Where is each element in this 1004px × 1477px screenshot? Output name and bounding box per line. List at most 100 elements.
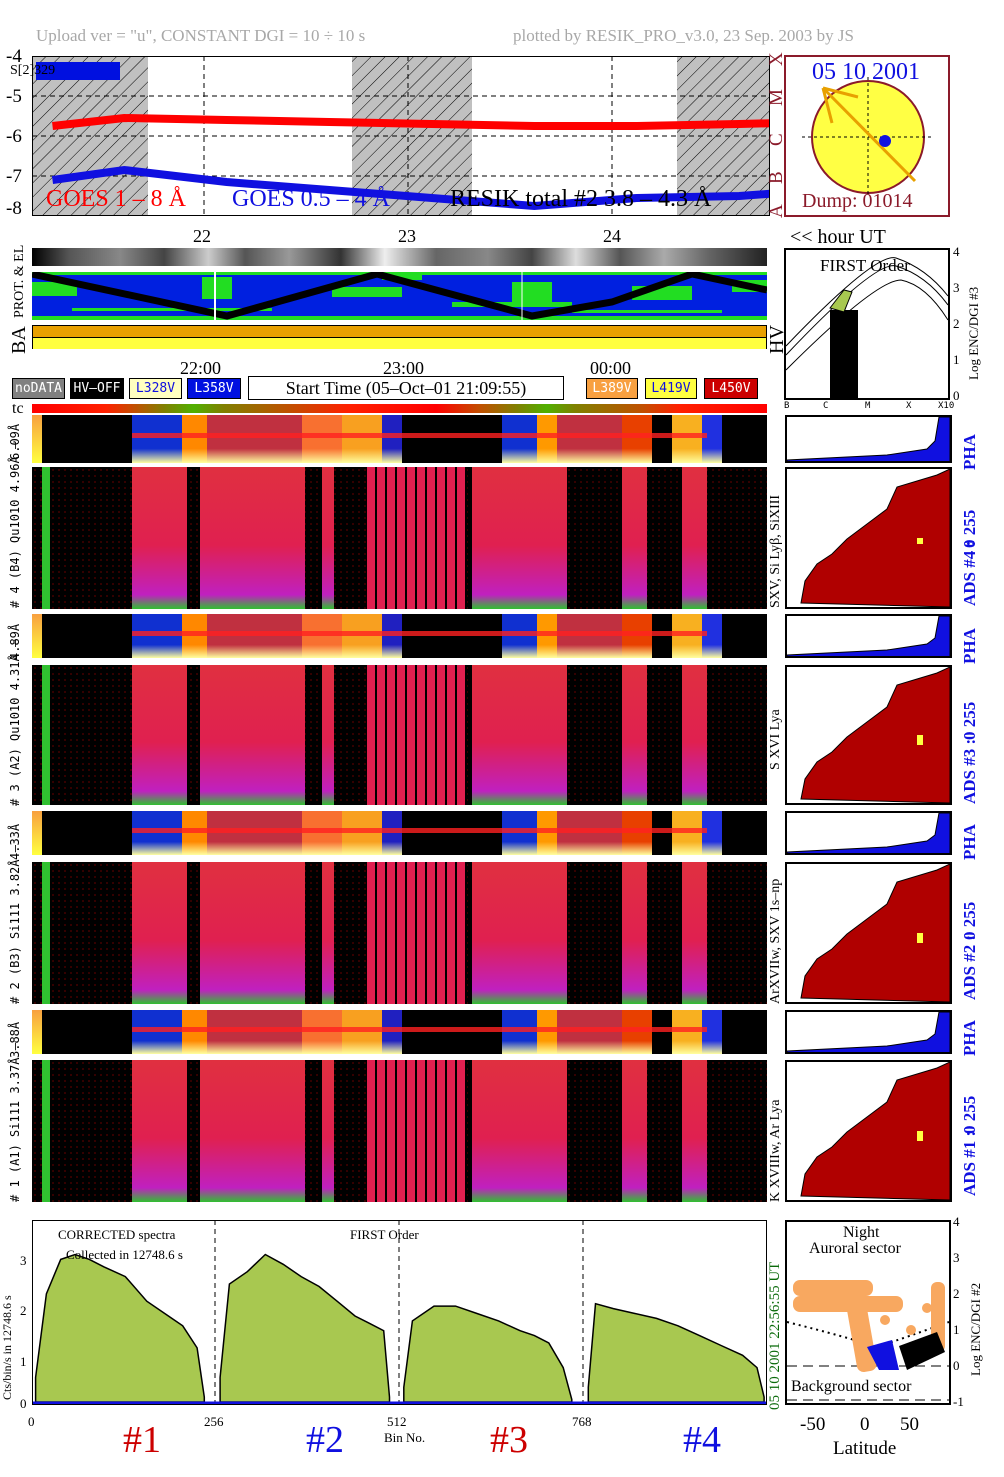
pha-title-1: PHA — [960, 1020, 979, 1056]
orbit-track — [32, 272, 767, 320]
dump-label: Dump: 01014 — [802, 190, 913, 212]
y-tick: -4 — [6, 46, 22, 67]
ba-strip — [32, 325, 767, 349]
series-line — [51, 165, 822, 211]
spec-label-3: # 3 (A2) Qu1010 4.31Å – — [8, 639, 22, 806]
pha-area — [787, 813, 950, 853]
world-map-strip — [32, 272, 767, 320]
spectro-band — [367, 862, 467, 1004]
pha-band — [537, 415, 557, 463]
pha-band — [207, 614, 302, 658]
y-tick: -5 — [6, 86, 22, 107]
pha-band — [182, 415, 210, 463]
ads-area — [800, 469, 950, 607]
spectrum-area — [403, 1305, 573, 1403]
resik-legend: RESIK total #2 3.8 – 4.3 Å — [450, 186, 712, 212]
first-order-panel: FIRST Order — [784, 248, 950, 400]
spec-ytick: 3 — [20, 1253, 27, 1268]
pha-band — [302, 1010, 342, 1054]
spectro-band — [682, 862, 707, 1004]
status-label: S[2]329 — [10, 63, 56, 78]
channel-spectrogram — [32, 1060, 767, 1202]
pha-band — [302, 415, 342, 463]
pha-band — [132, 415, 182, 463]
legend-l358v: L358V — [187, 378, 241, 399]
lat-ytick: 4 — [953, 1214, 960, 1229]
pha-band — [342, 415, 382, 463]
spectro-band — [472, 665, 567, 805]
pha-area — [787, 417, 950, 461]
spectrum-side-label: 05 10 2001 22:56:55 UT — [767, 1261, 783, 1410]
lat-top-annotation: Auroral sector — [809, 1240, 901, 1257]
spectro-band — [472, 467, 567, 609]
lat-ytick: 2 — [953, 1286, 960, 1301]
pha-title-2: PHA — [960, 824, 979, 860]
ads-histogram — [785, 862, 952, 1004]
ads-label-2: ADS #2 : — [960, 934, 979, 1000]
pha-band — [207, 811, 302, 855]
pha-band — [132, 1010, 182, 1054]
spectrum-annotation: FIRST Order — [350, 1227, 419, 1242]
line-label-2: ArXVIIw, SXV 1s–np — [768, 878, 783, 1004]
lat-bottom-annotation: Background sector — [791, 1378, 912, 1395]
pha-band — [622, 614, 652, 658]
pha-band — [702, 614, 722, 658]
spec-xtick: 768 — [572, 1414, 592, 1429]
line-label-4: SXV, Si Lyβ, SiXIII — [768, 494, 783, 608]
spectro-band — [682, 665, 707, 805]
pha-spectrogram — [32, 415, 767, 463]
spectro-band — [132, 862, 187, 1004]
pha-band — [502, 811, 542, 855]
pha-band — [622, 1010, 652, 1054]
spectro-band — [322, 467, 334, 609]
pha-band — [672, 614, 702, 658]
spectro-band — [322, 665, 334, 805]
sun-date: 05 10 2001 — [812, 59, 920, 85]
electron-strip — [32, 248, 767, 266]
legend-l450v: L450V — [704, 378, 758, 399]
ads-histogram — [785, 1060, 952, 1202]
spec-label-1: # 1 (A1) Si111 3.37Å – — [8, 1043, 22, 1202]
spec-xtick: 0 — [28, 1414, 35, 1429]
pha-band — [182, 811, 210, 855]
fo-xtick: C — [823, 401, 829, 411]
spectro-band — [622, 862, 647, 1004]
pha-line — [132, 433, 707, 439]
lat-ytick: 0 — [953, 1358, 960, 1373]
range-label-3: 0 255 — [960, 701, 979, 740]
legend-hv-off: HV–OFF — [70, 378, 124, 399]
pha-line — [132, 827, 707, 833]
pha-band — [182, 614, 210, 658]
spectro-band — [682, 467, 707, 609]
spectrum-area — [34, 1253, 206, 1403]
fo-xtick: X — [906, 401, 912, 411]
spec-xtick: 256 — [204, 1414, 224, 1429]
fo-ytick: 2 — [953, 316, 960, 331]
legend-nodata: noDATA — [12, 378, 65, 399]
hour-label: << hour UT — [790, 226, 886, 248]
lat-ytick: 1 — [953, 1322, 960, 1337]
pha-histogram — [785, 811, 952, 855]
spectro-band — [200, 467, 305, 609]
pha-band — [672, 1010, 702, 1054]
fo-ytick: 1 — [953, 352, 960, 367]
pha-band — [207, 415, 302, 463]
hour-tick: 24 — [603, 226, 621, 246]
spec-ytick: 2 — [20, 1303, 27, 1318]
spectro-edge — [42, 862, 50, 1004]
spectro-band — [622, 665, 647, 805]
segment-label-4: #4 — [683, 1419, 721, 1461]
lat-xtick: 0 — [860, 1414, 870, 1435]
pha-band — [702, 811, 722, 855]
fo-ytick: 0 — [953, 388, 960, 403]
series-line — [52, 113, 822, 130]
pha-band — [382, 811, 402, 855]
pha-area — [787, 1012, 950, 1052]
legend-l328v: L328V — [129, 378, 182, 399]
spec-ytick: 1 — [20, 1354, 27, 1369]
spectrum-area — [587, 1302, 765, 1403]
goes-plot — [31, 55, 822, 217]
lat-xtick: -50 — [800, 1414, 826, 1435]
latitude-plot: Night Auroral sector Background sector — [785, 1220, 951, 1405]
lat-ytick: -1 — [953, 1394, 964, 1409]
